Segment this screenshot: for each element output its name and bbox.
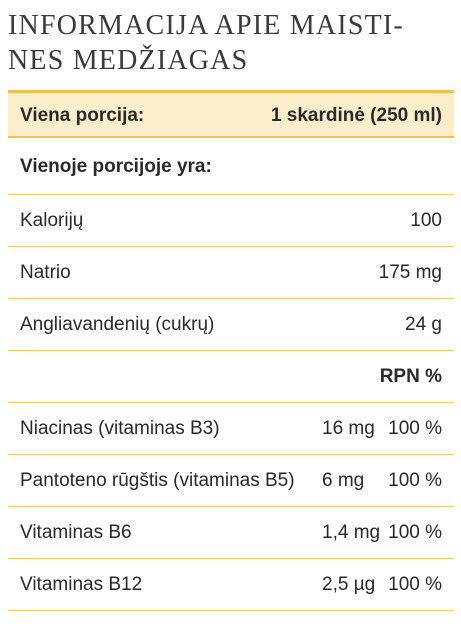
nutrient-value: 24 g: [405, 314, 442, 335]
rpn-header-row: RPN %: [8, 351, 454, 403]
nutrient-label: Kalorijų: [20, 210, 84, 231]
vitamin-rpn: 100 %: [388, 574, 442, 595]
serving-row: Viena porcija: 1 skardinė (250 ml): [8, 93, 454, 138]
nutrient-value: 175 mg: [378, 262, 442, 283]
vitamin-amount: 16 mg: [322, 418, 375, 439]
vitamin-label: Pantoteno rūgštis (vitaminas B5): [20, 470, 295, 491]
vitamin-rpn: 100 %: [388, 522, 442, 543]
table-row: Kalorijų 100: [8, 195, 454, 247]
vitamin-amount: 6 mg: [322, 470, 365, 491]
vitamin-label: Vitaminas B12: [20, 574, 143, 595]
vitamin-label: Niacinas (vitaminas B3): [20, 418, 220, 439]
nutrient-value: 100: [410, 210, 442, 231]
section-row: Vienoje porcijoje yra:: [8, 138, 454, 195]
page-title: INFORMACIJA APIE MAISTI- NES MEDŽIAGAS: [8, 8, 458, 78]
title-line-1: INFORMACIJA APIE MAISTI-: [8, 10, 404, 41]
rpn-header: RPN %: [379, 366, 442, 387]
table-row: Natrio 175 mg: [8, 247, 454, 299]
serving-value: 1 skardinė (250 ml): [270, 105, 442, 126]
table-row: Vitaminas B12 2,5 µg 100 %: [8, 559, 454, 611]
title-line-2: NES MEDŽIAGAS: [8, 45, 249, 76]
table-row: Vitaminas B6 1,4 mg 100 %: [8, 507, 454, 559]
section-label: Vienoje porcijoje yra:: [20, 156, 212, 177]
table-row: Niacinas (vitaminas B3) 16 mg 100 %: [8, 403, 454, 455]
nutrient-label: Natrio: [20, 262, 71, 283]
nutrient-label: Angliavandenių (cukrų): [20, 314, 215, 335]
table-row: Pantoteno rūgštis (vitaminas B5) 6 mg 10…: [8, 455, 454, 507]
vitamin-rpn: 100 %: [388, 418, 442, 439]
vitamin-amount: 2,5 µg: [322, 574, 376, 595]
vitamin-label: Vitaminas B6: [20, 522, 132, 543]
serving-label: Viena porcija:: [20, 105, 145, 126]
table-row: Angliavandenių (cukrų) 24 g: [8, 299, 454, 351]
vitamin-rpn: 100 %: [388, 470, 442, 491]
vitamin-amount: 1,4 mg: [322, 522, 381, 543]
nutrition-table: Viena porcija: 1 skardinė (250 ml) Vieno…: [8, 90, 454, 611]
